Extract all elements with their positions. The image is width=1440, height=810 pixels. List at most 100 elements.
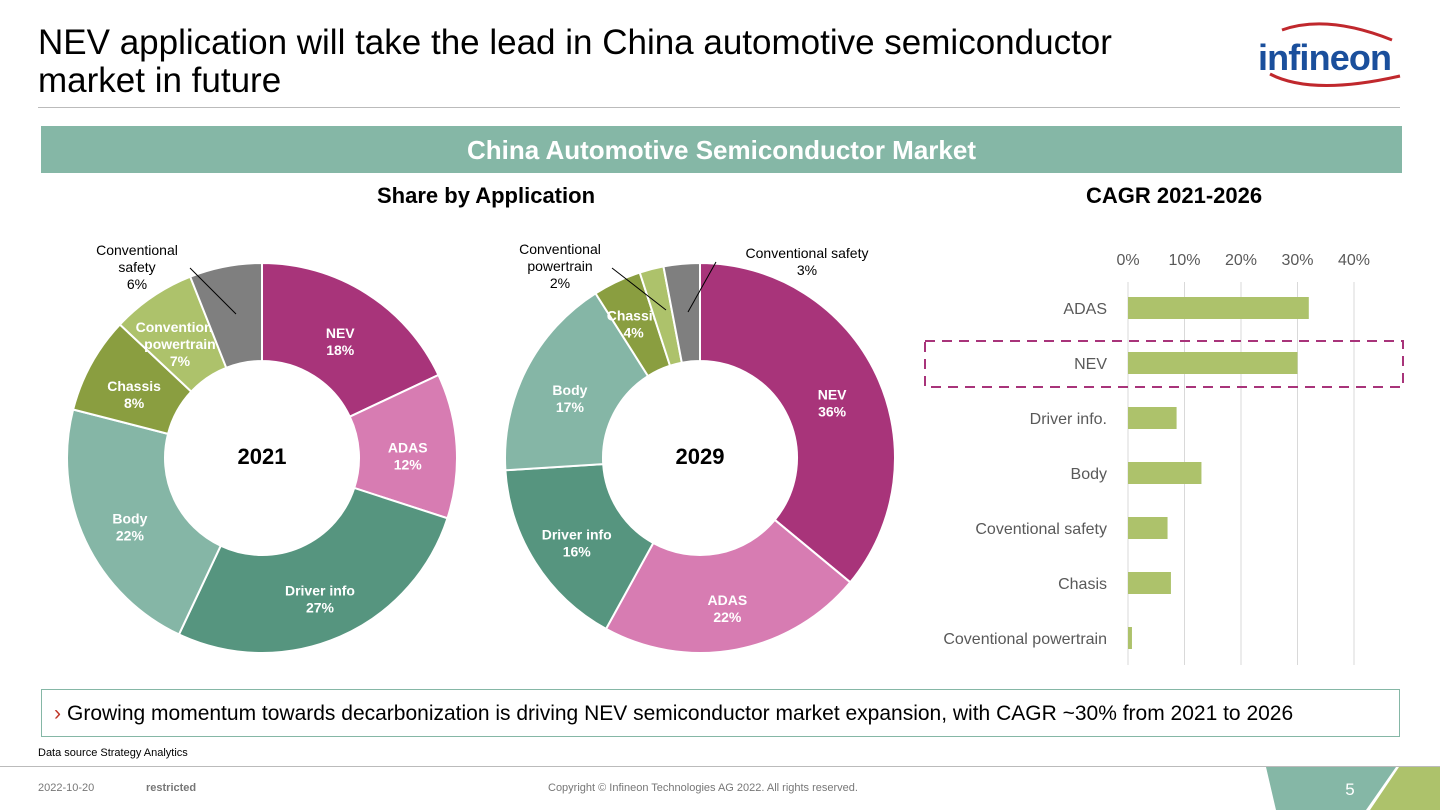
bar-category-label: Coventional powertrain [943, 631, 1107, 648]
bar-category-label-line: NEV [1074, 356, 1107, 373]
bar-body [1128, 462, 1202, 484]
pie-slice-label: Driver info 27% [285, 582, 355, 615]
pie-slice-label-line: Conventional [136, 319, 225, 335]
axis-tick-label-line: 10% [1168, 252, 1200, 269]
pie-callout-label: Conventional safety 6% [96, 242, 178, 292]
footer-divider [0, 766, 1440, 767]
pie-slice-label-line: 18% [326, 342, 355, 358]
key-message-text: Growing momentum towards decarbonization… [67, 702, 1294, 725]
footer-classification: restricted [146, 782, 197, 794]
footer-copyright: Copyright © Infineon Technologies AG 202… [548, 782, 858, 794]
pie-slice-label-line: 8% [124, 395, 145, 411]
pie-slice-label-line: Body [552, 382, 587, 398]
axis-tick-label: 20% [1225, 252, 1257, 269]
pie-slice-label-line: ADAS [388, 439, 428, 455]
pie-slice-label-line: 17% [556, 399, 585, 415]
pie-slice-label-line: Chassis [607, 307, 661, 323]
pie-slice-nev [699, 261, 896, 584]
bar-category-label: Body [1071, 466, 1107, 483]
pie-callout-label-line: Conventional safety [746, 245, 869, 261]
pie-center-year: 2029 [676, 444, 725, 469]
pie-slice-label: ADAS 22% [708, 592, 748, 625]
infineon-logo: infineon [1258, 22, 1401, 87]
pie-center-year-line: 2029 [676, 444, 725, 469]
pie-slice-label-line: Driver info [285, 582, 355, 598]
bar-coventional-safety [1128, 517, 1168, 539]
bar-category-label-line: Coventional safety [975, 521, 1107, 538]
pie-callout-label-line: 2% [550, 275, 570, 291]
pie-callout-label-line: safety [118, 259, 155, 275]
pie-callout-label-line: 3% [797, 262, 817, 278]
pie-callout-label-line: 6% [127, 276, 147, 292]
pie-slice-label-line: 36% [818, 403, 847, 419]
axis-tick-label: 30% [1281, 252, 1313, 269]
title-divider [38, 107, 1400, 108]
axis-tick-label-line: 30% [1281, 252, 1313, 269]
pie-slice-label: ADAS 12% [388, 439, 428, 472]
pie-slice-label-line: 27% [306, 599, 335, 615]
bar-title: CAGR 2021-2026 [1086, 183, 1263, 208]
data-source: Data source Strategy Analytics [38, 747, 188, 759]
bar-category-label-line: Driver info. [1030, 411, 1107, 428]
pie-slice-label: Chassis 4% [607, 307, 661, 340]
pie-slice-label-line: Chassis [107, 378, 161, 394]
bar-nev [1128, 352, 1298, 374]
pie-callout-label-line: Conventional [96, 242, 178, 258]
pie-slice-label-line: NEV [326, 325, 355, 341]
callout-leader-line [687, 261, 717, 313]
pie-slice-label: Body 22% [112, 511, 147, 544]
slide-title: NEV application will take the lead in Ch… [38, 23, 1112, 100]
bullet-chevron-icon: › [54, 702, 61, 725]
banner: China Automotive Semiconductor Market [41, 126, 1402, 173]
bar-chasis [1128, 572, 1171, 594]
pie-slice-nev [261, 261, 440, 419]
highlight-box [924, 340, 1404, 388]
pie-center-year-line: 2021 [238, 444, 287, 469]
pie-slice-label-line: 22% [116, 528, 145, 544]
axis-tick-label-line: 20% [1225, 252, 1257, 269]
pie-callout-label-line: powertrain [527, 258, 592, 274]
bar-category-label: Chasis [1058, 576, 1107, 593]
pie-slice-adas [604, 518, 852, 654]
pie-slice-label-line: 22% [713, 609, 742, 625]
pie-slice-conventional-safety [662, 261, 701, 364]
bar-category-label: Coventional safety [975, 521, 1107, 538]
pie-slice-body [66, 408, 223, 636]
pie-slice-conventional-safety [188, 261, 263, 370]
pie-slice-label-line: NEV [818, 386, 847, 402]
axis-tick-label: 40% [1338, 252, 1370, 269]
pie-slice-label-line: 12% [394, 456, 423, 472]
pie-center-year: 2021 [238, 444, 287, 469]
bar-category-label-line: Chasis [1058, 576, 1107, 593]
pie-callout-label-line: Conventional [519, 241, 601, 257]
bar-category-label: ADAS [1063, 301, 1107, 318]
pie-callout-label: Conventional safety 3% [746, 245, 869, 278]
pie-slice-driver-info [504, 463, 655, 631]
pie-slice-label: NEV 36% [818, 386, 847, 419]
key-message: › Growing momentum towards decarbonizatio… [41, 689, 1400, 737]
footer-corner-graphic: 5 [1266, 767, 1440, 810]
axis-tick-label-line: 40% [1338, 252, 1370, 269]
footer-date: 2022-10-20 [38, 782, 95, 794]
pie-slice-label-line: 16% [563, 544, 592, 560]
pie-slice-label-line: ADAS [708, 592, 748, 608]
axis-tick-label-line: 0% [1116, 252, 1139, 269]
bar-driver-info- [1128, 407, 1177, 429]
page-number: 5 [1345, 780, 1354, 799]
pie-slice-label: Chassis 8% [107, 378, 161, 411]
pie-slice-label-line: powertrain [144, 336, 216, 352]
bar-category-label: NEV [1074, 356, 1107, 373]
callout-leader-line [611, 267, 667, 311]
pie-slice-label: Driver info 16% [542, 527, 612, 560]
bar-category-label-line: ADAS [1063, 301, 1107, 318]
bar-adas [1128, 297, 1309, 319]
pie-slice-label-line: Body [112, 511, 147, 527]
pie-slice-body [504, 291, 650, 472]
bar-category-label-line: Coventional powertrain [943, 631, 1107, 648]
pie-slice-label: Conventional powertrain 7% [136, 319, 225, 369]
pie-slice-label-line: Driver info [542, 527, 612, 543]
pie-slice-driver-info [177, 486, 449, 654]
callout-leader-line [189, 267, 237, 315]
pie-title: Share by Application [377, 183, 596, 208]
